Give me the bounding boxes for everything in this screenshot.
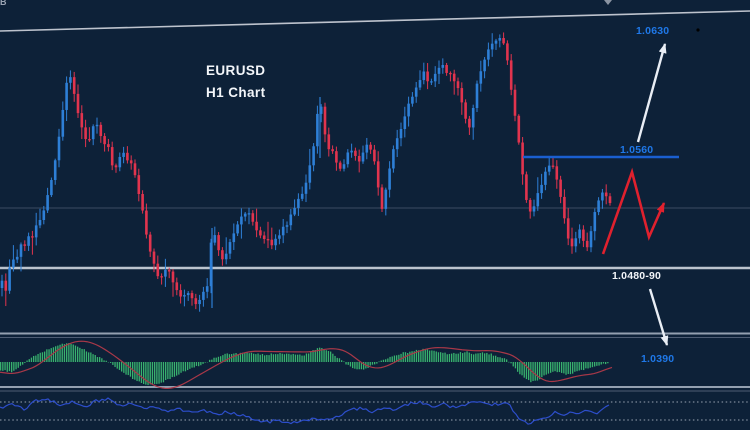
small-dot-mark (696, 28, 700, 32)
projected-path-zigzag (601, 167, 666, 255)
symbol-watermark: EURUSD H1 Chart (206, 60, 265, 104)
price-level-label-breakout-resistance: 1.0560 (620, 144, 654, 156)
arrow-up-to-1-0630 (636, 43, 667, 143)
symbol-name: EURUSD (206, 63, 266, 78)
arrow-down-to-1-0390 (648, 288, 669, 346)
timeframe-label: H1 Chart (206, 85, 266, 100)
price-level-label-target-high: 1.0630 (636, 25, 670, 37)
corner-broker-mark: B (0, 0, 7, 7)
price-level-label-support-zone: 1.0480-90 (612, 270, 662, 282)
price-level-label-target-low: 1.0390 (641, 353, 675, 365)
cursor-mark (604, 0, 612, 5)
